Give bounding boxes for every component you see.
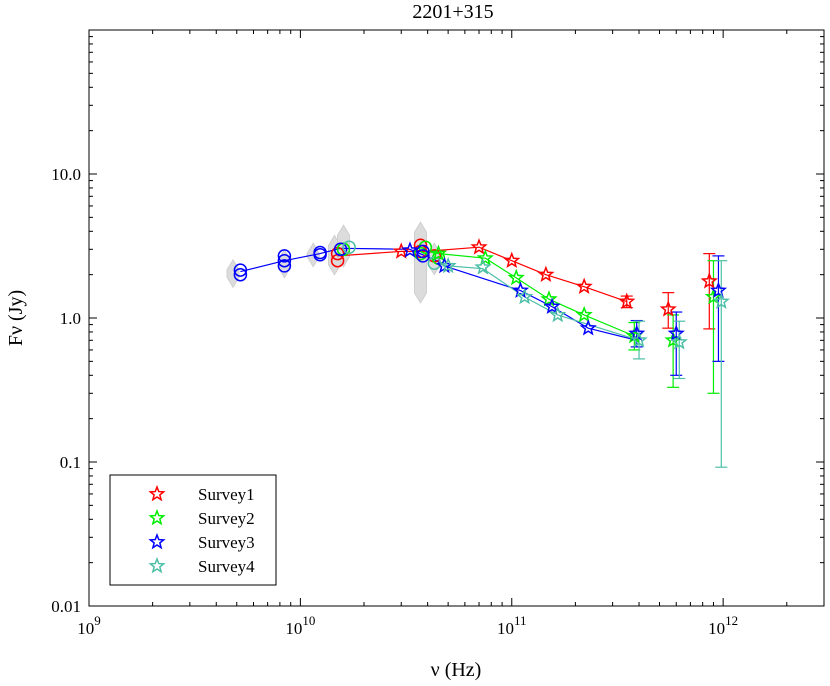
circle-point (233, 267, 248, 282)
star-point (474, 258, 492, 275)
star-marker-layer (392, 238, 730, 350)
x-axis-title: ν (Hz) (431, 659, 482, 681)
star-point (659, 300, 677, 317)
gray-marker-layer (226, 221, 441, 304)
star-point (628, 324, 646, 341)
star-point (618, 292, 636, 309)
circle-point (313, 245, 327, 260)
legend-label: Survey4 (198, 557, 255, 576)
chart-title: 2201+315 (412, 1, 493, 23)
star-point (515, 287, 534, 305)
legend-star-icon (148, 508, 166, 526)
star-point (537, 265, 555, 282)
circle-point (416, 249, 430, 263)
legend-item-survey4: Survey4 (148, 556, 255, 576)
legend-box (109, 474, 277, 586)
legend-label: Survey3 (198, 533, 255, 552)
circle-point (277, 249, 292, 263)
error-bar (662, 292, 675, 329)
legend-item-survey2: Survey2 (148, 508, 255, 528)
y-tick-label: 0.01 (51, 597, 81, 616)
gray-marker (413, 221, 427, 304)
circle-point (233, 263, 248, 277)
series-line-survey4 (434, 262, 640, 341)
legend-star-icon (148, 532, 166, 550)
legend-item-survey1: Survey1 (148, 484, 255, 504)
circle-point (277, 253, 292, 268)
series-line-survey2 (427, 250, 635, 337)
y-tick-labels: 0.01 0.1 1.0 10.0 (51, 165, 81, 616)
circle-point (333, 242, 348, 257)
legend-item-survey3: Survey3 (148, 532, 255, 552)
star-point (575, 277, 593, 295)
x-tick-label: 109 (77, 613, 101, 638)
circle-point (342, 240, 356, 254)
star-point (579, 319, 597, 336)
circle-point (416, 244, 430, 259)
y-tick-label: 0.1 (60, 453, 81, 472)
star-point (575, 305, 593, 323)
star-point (704, 287, 723, 305)
star-point (709, 281, 728, 298)
star-point (700, 272, 718, 289)
circle-marker-layer (233, 238, 446, 282)
legend-items: Survey1 Survey2 Survey3 Survey4 (148, 484, 255, 576)
star-point (549, 305, 567, 323)
x-tick-label: 1011 (497, 613, 527, 638)
legend-label: Survey2 (198, 509, 255, 528)
legend-label: Survey1 (198, 485, 255, 504)
legend-star-icon (148, 556, 166, 574)
legend: Survey1 Survey2 Survey3 Survey4 (109, 474, 277, 586)
error-bar (712, 255, 725, 362)
y-tick-label: 1.0 (60, 309, 81, 328)
legend-star-icon (148, 484, 166, 502)
star-point (429, 244, 448, 261)
x-tick-label: 1010 (285, 613, 315, 638)
star-point (670, 333, 688, 350)
x-tick-labels: 109 1010 1011 1012 (77, 613, 738, 638)
series-line-survey3 (240, 247, 637, 341)
star-point (507, 268, 525, 286)
star-point (540, 290, 558, 307)
star-point (503, 251, 521, 269)
x-tick-label: 1012 (708, 613, 738, 638)
error-bar (633, 320, 646, 360)
star-point (401, 241, 419, 258)
star-point (712, 292, 730, 309)
star-point (543, 297, 561, 314)
star-point (511, 281, 530, 298)
error-bar (667, 314, 680, 388)
y-tick-label: 10.0 (51, 165, 81, 184)
y-axis-title: Fν (Jy) (5, 290, 27, 346)
star-point (392, 242, 410, 259)
gray-marker (226, 258, 240, 289)
star-point (470, 238, 488, 255)
circle-point (277, 259, 292, 273)
star-point (476, 249, 494, 266)
axis-ticks (88, 29, 825, 607)
star-point (630, 331, 648, 348)
star-point (439, 256, 457, 274)
star-point (667, 324, 685, 341)
